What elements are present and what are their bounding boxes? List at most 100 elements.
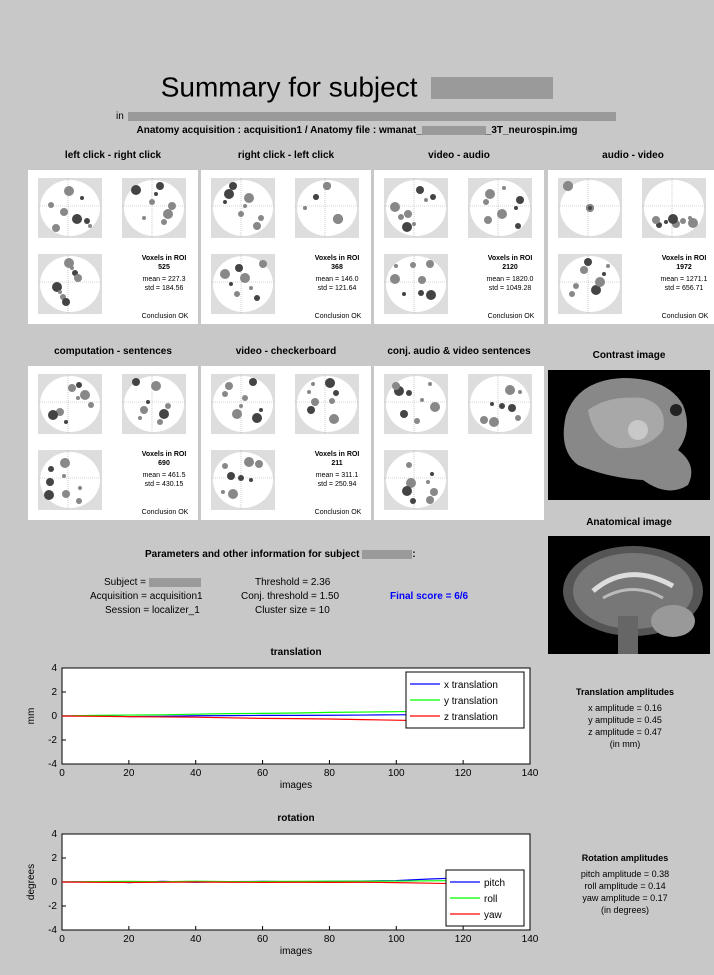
y-axis-label: mm xyxy=(26,708,37,725)
redacted-path xyxy=(128,112,616,121)
legend-entry: x translation xyxy=(444,680,498,691)
conj-threshold-param: Conj. threshold = 1.50 xyxy=(241,591,340,602)
z-amplitude: z amplitude = 0.47 xyxy=(588,727,662,737)
roi-stats: Voxels in ROI 2120 mean = 1820.0 std = 1049… xyxy=(480,254,540,293)
rotation-amplitudes: Rotation amplitudes pitch amplitude = 0.… xyxy=(545,852,705,916)
x-tick-label: 60 xyxy=(257,768,269,779)
glass-brain-view xyxy=(468,374,532,434)
y-tick-label: -2 xyxy=(48,901,57,912)
voxel-count: 690 xyxy=(158,460,170,467)
redacted-anatomy-id xyxy=(421,125,486,135)
session-param: Session = localizer_1 xyxy=(105,605,200,616)
activation-panel: Voxels in ROI 1972 mean = 1271.1 std = 656.… xyxy=(548,170,714,324)
roi-stats: Voxels in ROI 1972 mean = 1271.1 std = 656.… xyxy=(654,254,714,293)
y-axis-label: degrees xyxy=(26,864,37,900)
cluster-size-param: Cluster size = 10 xyxy=(255,605,330,616)
glass-brain-view xyxy=(211,254,275,314)
rotation-chart: 0 20 40 60 80 100 120 140 -4 -2 0 2 4 images degrees pi… xyxy=(26,829,539,957)
glass-brain-view xyxy=(38,178,102,238)
activation-panel: Voxels in ROI 211 mean = 311.1 std = 250.94… xyxy=(201,366,371,520)
voxel-count: 368 xyxy=(331,264,343,271)
params-heading: Parameters and other information for sub… xyxy=(145,549,416,561)
rotation-amp-title: Rotation amplitudes xyxy=(581,853,669,863)
x-tick-label: 20 xyxy=(123,934,135,945)
x-tick-label: 0 xyxy=(59,934,65,945)
panel-title: video - audio xyxy=(428,150,490,161)
std-value: std = 1049.28 xyxy=(488,285,532,292)
conclusion-text: Conclusion OK xyxy=(141,509,189,516)
glass-brain-view xyxy=(558,254,622,314)
params-heading-suffix: : xyxy=(412,549,416,560)
contrast-brain-svg xyxy=(563,378,692,491)
glass-brain-view xyxy=(384,254,448,314)
x-tick-label: 40 xyxy=(190,768,202,779)
y-tick-label: 4 xyxy=(51,663,57,674)
glass-brain-view xyxy=(468,178,532,238)
legend-box xyxy=(445,869,525,927)
y-tick-label: -4 xyxy=(48,925,57,936)
y-tick-label: 2 xyxy=(51,853,57,864)
series-line-yaw xyxy=(61,881,464,885)
x-axis-label: images xyxy=(280,780,312,791)
series-line-roll xyxy=(61,879,464,883)
std-value: std = 430.15 xyxy=(144,481,184,488)
anatomical-image-title: Anatomical image xyxy=(586,517,672,528)
roi-stats: Voxels in ROI 690 mean = 461.5 std = 430.15 xyxy=(134,450,194,489)
glass-brain-view xyxy=(384,374,448,434)
panel-title: audio - video xyxy=(602,150,664,161)
anatomy-suffix: _3T_neurospin.img xyxy=(485,125,578,136)
mean-value: mean = 461.5 xyxy=(142,472,186,479)
rotation-chart-title: rotation xyxy=(277,813,315,824)
panel-title: right click - left click xyxy=(237,150,335,161)
mean-value: mean = 311.1 xyxy=(315,472,359,479)
roi-label: Voxels in ROI xyxy=(661,255,707,262)
voxel-count: 211 xyxy=(331,460,343,467)
redacted-subject-name xyxy=(431,76,554,99)
roi-label: Voxels in ROI xyxy=(141,451,187,458)
mean-value: mean = 1820.0 xyxy=(486,276,534,283)
anatomical-brain-svg xyxy=(563,546,703,654)
acquisition-param: Acquisition = acquisition1 xyxy=(90,591,203,602)
redacted-subject xyxy=(148,577,201,587)
voxel-count: 525 xyxy=(158,264,170,271)
x-tick-label: 120 xyxy=(455,768,472,779)
page-title-text: Summary for subject xyxy=(160,71,418,103)
y-tick-label: 4 xyxy=(51,829,57,840)
glass-brain-view xyxy=(558,178,622,238)
roi-label: Voxels in ROI xyxy=(141,255,187,262)
voxel-count: 1972 xyxy=(676,264,692,271)
activation-panel xyxy=(374,366,544,520)
in-label: in xyxy=(116,111,124,122)
roi-label: Voxels in ROI xyxy=(314,255,360,262)
roi-stats: Voxels in ROI 525 mean = 227.3 std = 184.56 xyxy=(134,254,194,293)
legend-entry: y translation xyxy=(444,696,498,707)
translation-amp-title: Translation amplitudes xyxy=(575,687,675,697)
x-tick-label: 120 xyxy=(455,934,472,945)
mean-value: mean = 146.0 xyxy=(315,276,359,283)
yaw-amplitude: yaw amplitude = 0.17 xyxy=(582,893,668,903)
y-tick-label: 0 xyxy=(51,711,57,722)
conclusion-text: Conclusion OK xyxy=(314,313,362,320)
y-tick-label: 2 xyxy=(51,687,57,698)
pitch-amplitude: pitch amplitude = 0.38 xyxy=(580,869,670,879)
glass-brain-view xyxy=(384,450,448,510)
activation-panel: Voxels in ROI 690 mean = 461.5 std = 430.15… xyxy=(28,366,198,520)
x-tick-label: 100 xyxy=(388,768,405,779)
std-value: std = 184.56 xyxy=(144,285,184,292)
x-tick-label: 60 xyxy=(257,934,269,945)
x-tick-label: 80 xyxy=(324,768,336,779)
translation-amplitudes: Translation amplitudes x amplitude = 0.1… xyxy=(545,686,705,750)
anatomical-image xyxy=(548,536,710,654)
x-tick-label: 80 xyxy=(324,934,336,945)
glass-brain-view xyxy=(122,374,186,434)
glass-brain-view xyxy=(295,374,359,434)
legend-entry: yaw xyxy=(484,910,503,921)
activation-panel: Voxels in ROI 2120 mean = 1820.0 std = 1049… xyxy=(374,170,544,324)
glass-brain-view xyxy=(38,374,102,434)
anatomy-line: Anatomy acquisition : acquisition1 / Ana… xyxy=(0,125,714,136)
panel-title: left click - right click xyxy=(64,150,162,161)
contrast-image-title: Contrast image xyxy=(592,350,666,361)
y-tick-label: 0 xyxy=(51,877,57,888)
threshold-param: Threshold = 2.36 xyxy=(255,577,331,588)
conclusion-text: Conclusion OK xyxy=(141,313,189,320)
